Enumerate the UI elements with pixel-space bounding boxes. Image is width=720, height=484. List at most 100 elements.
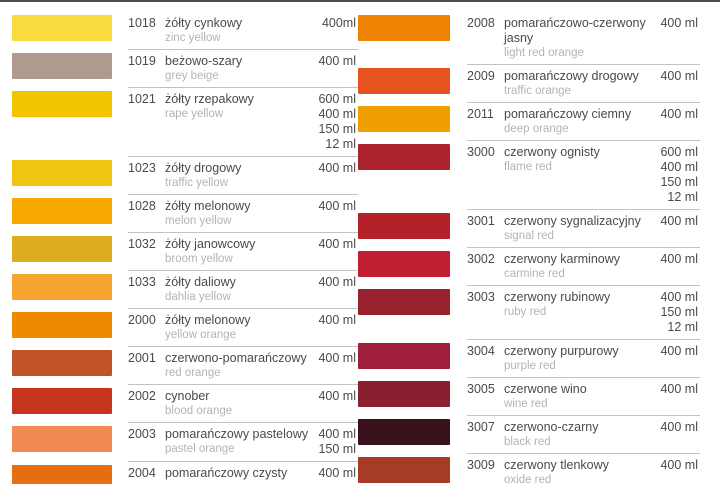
color-row-text: 2011 pomarańczowy ciemny deep orange 400…	[467, 103, 700, 141]
color-swatch	[12, 312, 112, 338]
color-swatch	[12, 15, 112, 41]
color-name-english: purple red	[504, 360, 556, 372]
color-code: 2001	[128, 351, 156, 365]
color-names: czerwony rubinowy ruby red	[504, 290, 660, 319]
color-code: 3005	[467, 382, 495, 396]
color-row: 3004 czerwony purpurowy purple red 400 m…	[358, 340, 700, 378]
color-row: 1033 żółty daliowy dahlia yellow 400 ml	[12, 271, 358, 309]
color-code: 2000	[128, 313, 156, 327]
color-swatch	[12, 53, 112, 79]
color-row-text: 3007 czerwono-czarny black red 400 ml	[467, 416, 700, 454]
color-row: 2003 pomarańczowy pastelowy pastel orang…	[12, 423, 358, 462]
color-names: czerwony ognisty flame red	[504, 145, 660, 174]
color-row-text: 2003 pomarańczowy pastelowy pastel orang…	[128, 423, 358, 462]
color-row: 3000 czerwony ognisty flame red 600 ml 4…	[358, 141, 700, 210]
color-row: 2001 czerwono-pomarańczowy red orange 40…	[12, 347, 358, 385]
color-names: pomarańczowy pastelowy pastel orange	[165, 427, 318, 456]
color-code: 1032	[128, 237, 156, 251]
color-name-polish: pomarańczowy czysty	[165, 466, 288, 480]
color-code: 2009	[467, 69, 495, 83]
color-swatch	[12, 465, 112, 484]
color-name-english: light red orange	[504, 47, 584, 59]
color-names: czerwono-czarny black red	[504, 420, 660, 449]
color-name-polish: pomarańczowy drogowy	[504, 69, 639, 83]
color-name-polish: żółty melonowy	[165, 199, 251, 213]
volume-list: 400 ml	[660, 420, 698, 434]
color-name-english: black red	[504, 436, 551, 448]
volume-list: 400 ml	[660, 69, 698, 83]
color-row: 3005 czerwone wino wine red 400 ml	[358, 378, 700, 416]
color-swatch	[12, 91, 112, 117]
color-name-polish: pomarańczowy pastelowy	[165, 427, 309, 441]
color-row: 3003 czerwony rubinowy ruby red 400 ml 1…	[358, 286, 700, 340]
color-swatch	[358, 457, 450, 483]
color-name-polish: czerwony sygnalizacyjny	[504, 214, 641, 228]
color-name-english: rape yellow	[165, 108, 224, 120]
volume-list: 400 ml	[660, 16, 698, 30]
color-name-polish: czerwony ognisty	[504, 145, 600, 159]
color-row: 1018 żółty cynkowy zinc yellow 400ml	[12, 12, 358, 50]
color-names: czerwony karminowy carmine red	[504, 252, 660, 281]
color-names: beżowo-szary grey beige	[165, 54, 318, 83]
volume-list: 400 ml	[318, 199, 356, 213]
color-swatch	[358, 15, 450, 41]
color-names: czerwone wino wine red	[504, 382, 660, 411]
color-names: czerwono-pomarańczowy red orange	[165, 351, 318, 380]
color-swatch	[358, 289, 450, 315]
color-row: 3001 czerwony sygnalizacyjny signal red …	[358, 210, 700, 248]
color-names: czerwony tlenkowy oxide red	[504, 458, 660, 484]
color-row: 2009 pomarańczowy drogowy traffic orange…	[358, 65, 700, 103]
color-code: 2008	[467, 16, 495, 30]
volume-list: 400ml	[321, 16, 356, 30]
color-name-polish: czerwono-czarny	[504, 420, 599, 434]
color-row-text: 1033 żółty daliowy dahlia yellow 400 ml	[128, 271, 358, 309]
color-names: żółty daliowy dahlia yellow	[165, 275, 318, 304]
color-row-text: 2009 pomarańczowy drogowy traffic orange…	[467, 65, 700, 103]
color-code: 3007	[467, 420, 495, 434]
top-border-line	[0, 0, 720, 2]
color-row-text: 3009 czerwony tlenkowy oxide red 400 ml	[467, 454, 700, 484]
volume-list: 400 ml	[318, 54, 356, 68]
color-code: 3004	[467, 344, 495, 358]
color-swatch	[12, 198, 112, 224]
color-names: żółty janowcowy broom yellow	[165, 237, 318, 266]
color-names: pomarańczowy czysty	[165, 466, 318, 484]
color-row-text: 1019 beżowo-szary grey beige 400 ml	[128, 50, 358, 88]
color-row: 1032 żółty janowcowy broom yellow 400 ml	[12, 233, 358, 271]
color-swatch	[12, 160, 112, 186]
color-names: żółty melonowy melon yellow	[165, 199, 318, 228]
color-name-polish: pomarańczowo-czerwony jasny	[504, 16, 646, 45]
color-row: 1028 żółty melonowy melon yellow 400 ml	[12, 195, 358, 233]
color-name-english: traffic orange	[504, 85, 571, 97]
volume-list: 600 ml 400 ml 150 ml 12 ml	[660, 145, 698, 204]
color-code: 1021	[128, 92, 156, 106]
color-name-polish: cynober	[165, 389, 210, 403]
color-names: pomarańczowo-czerwony jasny light red or…	[504, 16, 660, 60]
color-name-english: wine red	[504, 398, 548, 410]
color-name-polish: pomarańczowy ciemny	[504, 107, 632, 121]
color-name-english: blood orange	[165, 405, 233, 417]
volume-list: 400 ml	[660, 107, 698, 121]
color-name-polish: czerwone wino	[504, 382, 587, 396]
color-swatch	[358, 251, 450, 277]
color-row: 2008 pomarańczowo-czerwony jasny light r…	[358, 12, 700, 65]
color-row: 3002 czerwony karminowy carmine red 400 …	[358, 248, 700, 286]
color-row-text: 1023 żółty drogowy traffic yellow 400 ml	[128, 157, 358, 195]
color-row: 3007 czerwono-czarny black red 400 ml	[358, 416, 700, 454]
volume-list: 400 ml	[660, 252, 698, 266]
color-code: 1028	[128, 199, 156, 213]
volume-list: 400 ml	[318, 313, 356, 327]
color-row-text: 3003 czerwony rubinowy ruby red 400 ml 1…	[467, 286, 700, 340]
color-name-polish: żółty drogowy	[165, 161, 242, 175]
color-row: 2000 żółty melonowy yellow orange 400 ml	[12, 309, 358, 347]
color-name-polish: czerwono-pomarańczowy	[165, 351, 307, 365]
color-name-english: deep orange	[504, 123, 569, 135]
color-swatch	[358, 381, 450, 407]
color-swatch	[12, 426, 112, 452]
color-code: 3009	[467, 458, 495, 472]
color-row-text: 1032 żółty janowcowy broom yellow 400 ml	[128, 233, 358, 271]
color-name-english: broom yellow	[165, 253, 233, 265]
color-name-english: flame red	[504, 161, 552, 173]
color-row-text: 2008 pomarańczowo-czerwony jasny light r…	[467, 12, 700, 65]
color-name-polish: beżowo-szary	[165, 54, 243, 68]
